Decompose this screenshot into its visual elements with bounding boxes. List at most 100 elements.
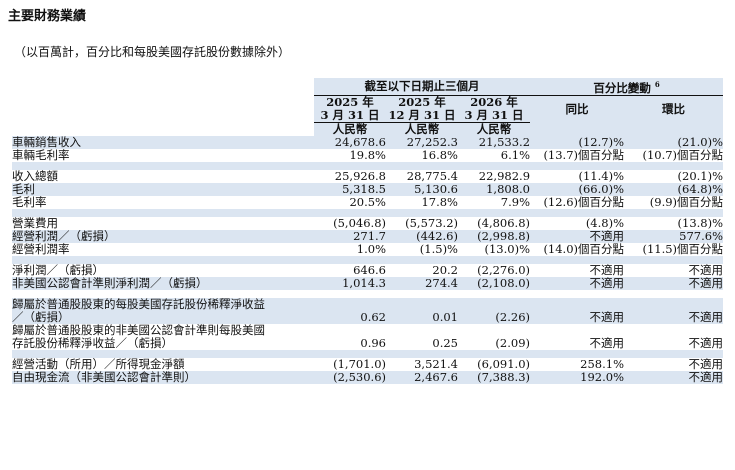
value-cell: 1,014.3 [314, 276, 386, 290]
yoy-cell: (14.0)個百分點 [543, 241, 625, 256]
value-cell: 5,318.5 [314, 182, 386, 196]
value-cell: (2.26) [458, 310, 531, 324]
value-cell: (1.5)% [419, 241, 458, 256]
value-cell: (1,701.0) [333, 356, 386, 371]
column-year: 2025 年 [386, 95, 458, 109]
value-cell: 17.8% [421, 194, 458, 209]
value-cell: 5,130.6 [386, 182, 458, 196]
value-cell: (4,806.8) [477, 215, 531, 230]
qoq-cell: (21.0)% [624, 135, 724, 149]
spacer-row [12, 161, 724, 170]
qoq-cell: 577.6% [624, 229, 724, 243]
qoq-cell: (20.1)% [677, 168, 724, 183]
yoy-cell: (11.4)% [578, 168, 625, 183]
table-row: 經營利潤／（虧損） 271.7 (442.6) (2,998.8) 不適用 57… [12, 229, 724, 243]
header-row-currency: 人民幣 人民幣 人民幣 [12, 122, 724, 136]
qoq-cell: 不適用 [688, 356, 724, 371]
row-label: 毛利率 [12, 194, 47, 209]
value-cell: 19.8% [349, 147, 386, 162]
row-label: 自由現金流（非美國公認會計準則） [12, 370, 314, 384]
section-title: 主要財務業績 [8, 9, 87, 24]
table-row: 車輛銷售收入 24,678.6 27,252.3 21,533.2 (12.7)… [12, 135, 724, 149]
value-cell: (2,530.6) [314, 370, 386, 384]
value-cell: 24,678.6 [314, 135, 386, 149]
row-label: 車輛銷售收入 [12, 135, 314, 149]
value-cell: 1,808.0 [458, 182, 531, 196]
yoy-cell: 192.0% [530, 370, 625, 384]
change-group-label: 百分比變動 [593, 80, 651, 95]
table-row: 存託股份稀釋淨收益／（虧損） 0.96 0.25 (2.09) 不適用 不適用 [12, 335, 724, 350]
row-label: 營業費用 [12, 215, 58, 230]
yoy-cell: (66.0)% [530, 182, 625, 196]
yoy-cell: 不適用 [530, 310, 625, 324]
value-cell: 20.5% [349, 194, 386, 209]
value-cell: 28,775.4 [406, 168, 458, 183]
yoy-cell: 不適用 [530, 229, 625, 243]
row-label: 毛利 [12, 182, 314, 196]
row-label: 歸屬於普通股股東的非美國公認會計準則每股美國 [12, 322, 265, 337]
value-cell: (2,998.8) [458, 229, 531, 243]
value-cell: 1.0% [356, 241, 386, 256]
value-cell: (13.0)% [484, 241, 531, 256]
table-row: 非美國公認會計準則淨利潤／（虧損） 1,014.3 274.4 (2,108.0… [12, 276, 724, 290]
column-year: 2026 年 [458, 95, 531, 109]
row-label: 經營活動（所用）／所得現金淨額 [12, 356, 185, 371]
row-label: 經營利潤／（虧損） [12, 229, 314, 243]
value-cell: 271.7 [314, 229, 386, 243]
table-row: 車輛毛利率 19.8% 16.8% 6.1% (13.7)個百分點 (10.7)… [12, 147, 724, 162]
value-cell: (7,388.3) [458, 370, 531, 384]
value-cell: 25,926.8 [334, 168, 386, 183]
qoq-cell: (9.9)個百分點 [649, 194, 724, 209]
table-row: 營業費用 (5,046.8) (5,573.2) (4,806.8) (4.8)… [12, 215, 724, 230]
footnote-marker: 6 [654, 80, 660, 89]
value-cell: (5,046.8) [333, 215, 386, 230]
value-cell: (2,108.0) [458, 276, 531, 290]
qoq-cell: 不適用 [688, 335, 724, 350]
table-row: 收入總額 25,926.8 28,775.4 22,982.9 (11.4)% … [12, 168, 724, 183]
qoq-cell: (10.7)個百分點 [642, 147, 724, 162]
row-label: 收入總額 [12, 168, 58, 183]
section-subtitle: （以百萬計，百分比和每股美國存託股份數據除外） [14, 45, 291, 59]
column-currency: 人民幣 [458, 122, 531, 136]
header-row-years: 2025 年 2025 年 2026 年 同比 環比 [12, 95, 724, 123]
yoy-cell: 不適用 [589, 335, 625, 350]
change-group-header: 百分比變動 6 [530, 78, 724, 96]
row-label: 淨利潤／（虧損） [12, 262, 104, 277]
qoq-cell: 不適用 [624, 370, 724, 384]
column-year: 2025 年 [314, 95, 386, 109]
qoq-cell: (13.8)% [677, 215, 724, 230]
table-row: 毛利 5,318.5 5,130.6 1,808.0 (66.0)% (64.8… [12, 182, 724, 196]
spacer-row [12, 208, 724, 217]
row-label-continued: ／（虧損） [12, 310, 314, 324]
financial-table: 截至以下日期止三個月 百分比變動 6 2025 年 2025 年 2026 年 … [12, 78, 724, 384]
value-cell: 16.8% [421, 147, 458, 162]
spacer-row [12, 255, 724, 264]
qoq-header: 環比 [624, 95, 724, 123]
yoy-cell: (13.7)個百分點 [543, 147, 625, 162]
row-label: 歸屬於普通股股東的每股美國存託股份稀釋淨收益 [12, 297, 314, 311]
column-date: 3 月 31 日 [458, 109, 531, 123]
qoq-cell: 不適用 [624, 310, 724, 324]
yoy-cell: 不適用 [589, 262, 625, 277]
value-cell: 646.6 [353, 262, 386, 277]
qoq-cell: (64.8)% [624, 182, 724, 196]
qoq-cell: 不適用 [624, 276, 724, 290]
value-cell: (6,091.0) [477, 356, 531, 371]
table-row: 經營活動（所用）／所得現金淨額 (1,701.0) 3,521.4 (6,091… [12, 356, 724, 371]
yoy-cell: 不適用 [530, 276, 625, 290]
table-row: 自由現金流（非美國公認會計準則） (2,530.6) 2,467.6 (7,38… [12, 370, 724, 384]
value-cell: (442.6) [386, 229, 458, 243]
table-row: 經營利潤率 1.0% (1.5)% (13.0)% (14.0)個百分點 (11… [12, 241, 723, 256]
value-cell: 3,521.4 [414, 356, 458, 371]
value-cell: 27,252.3 [386, 135, 458, 149]
yoy-header: 同比 [530, 95, 625, 123]
value-cell: (2,276.0) [477, 262, 531, 277]
value-cell: 2,467.6 [386, 370, 458, 384]
value-cell: 0.25 [432, 335, 458, 350]
value-cell: 7.9% [500, 194, 531, 209]
row-label-continued: 存託股份稀釋淨收益／（虧損） [12, 335, 173, 350]
value-cell: 0.62 [314, 310, 386, 324]
value-cell: (2.09) [495, 335, 531, 350]
value-cell: 21,533.2 [458, 135, 531, 149]
period-group-header: 截至以下日期止三個月 [314, 78, 531, 96]
